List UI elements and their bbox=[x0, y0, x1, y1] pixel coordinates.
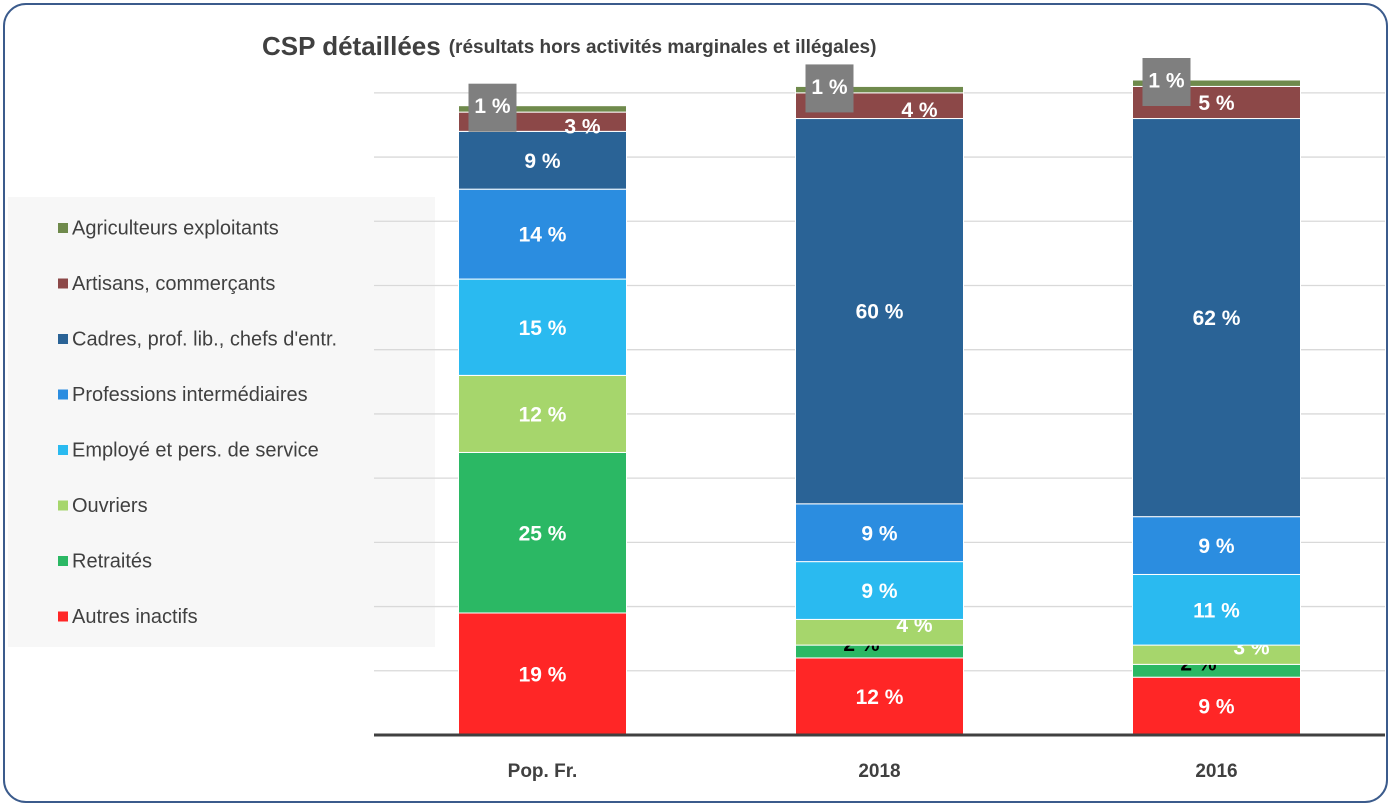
legend-swatch bbox=[58, 278, 68, 289]
legend-swatch bbox=[58, 334, 68, 344]
legend-label: Cadres, prof. lib., chefs d'entr. bbox=[72, 328, 337, 350]
bar-segment bbox=[1132, 644, 1301, 665]
data-label: 19 % bbox=[519, 664, 567, 687]
data-label: 5 % bbox=[1198, 92, 1235, 115]
bar-segment bbox=[458, 278, 627, 376]
bar-segment bbox=[458, 130, 627, 190]
legend-label: Ouvriers bbox=[72, 495, 148, 517]
data-label: 9 % bbox=[861, 522, 898, 545]
bar-segment bbox=[795, 618, 964, 646]
label-box bbox=[1142, 58, 1191, 106]
legend-swatch bbox=[58, 389, 68, 400]
bar-segment bbox=[795, 118, 964, 505]
legend-label: Employé et pers. de service bbox=[72, 439, 319, 461]
data-label: 9 % bbox=[1198, 535, 1235, 558]
bar-segment bbox=[1132, 676, 1301, 736]
bar-segment bbox=[1132, 573, 1301, 646]
data-label: 1 % bbox=[811, 76, 848, 99]
data-label: 1 % bbox=[1148, 70, 1185, 93]
chart-title: CSP détaillées bbox=[262, 31, 441, 61]
bar-segment bbox=[1132, 516, 1301, 575]
data-label: 12 % bbox=[519, 403, 567, 426]
bar-segment bbox=[1132, 118, 1301, 518]
data-label: 60 % bbox=[856, 301, 904, 324]
data-label: 25 % bbox=[519, 522, 567, 545]
data-label: 1 % bbox=[474, 95, 511, 118]
x-tick-label: 2018 bbox=[858, 761, 900, 782]
bar-segment bbox=[458, 374, 627, 453]
bar-segment bbox=[458, 105, 627, 113]
legend-label: Agriculteurs exploitants bbox=[72, 217, 279, 239]
bar-segment bbox=[795, 561, 964, 620]
legend-label: Professions intermédiaires bbox=[72, 384, 308, 406]
legend-swatch bbox=[58, 500, 68, 511]
data-label: 12 % bbox=[856, 686, 904, 709]
legend-label: Autres inactifs bbox=[72, 606, 198, 628]
data-label: 9 % bbox=[1198, 696, 1235, 719]
data-label: 9 % bbox=[861, 580, 898, 603]
legend-label: Retraités bbox=[72, 550, 152, 572]
data-label: 9 % bbox=[524, 150, 561, 173]
chart-subtitle: (résultats hors activités marginales et … bbox=[449, 37, 877, 58]
bar-segment bbox=[458, 188, 627, 280]
bar-segment bbox=[795, 85, 964, 94]
x-tick-label: Pop. Fr. bbox=[508, 761, 578, 782]
bar-segment bbox=[1132, 79, 1301, 87]
bar-segment bbox=[458, 451, 627, 614]
legend-swatch bbox=[58, 445, 68, 455]
data-label: 15 % bbox=[519, 317, 567, 340]
legend-box bbox=[8, 197, 435, 647]
label-box bbox=[805, 64, 854, 113]
data-label: 62 % bbox=[1193, 307, 1241, 330]
chart-title-group: CSP détaillées (résultats hors activités … bbox=[262, 31, 876, 61]
legend-label: Artisans, commerçants bbox=[72, 273, 275, 295]
x-tick-label: 2016 bbox=[1195, 761, 1237, 782]
legend-swatch bbox=[58, 556, 68, 566]
data-label: 3 % bbox=[564, 115, 601, 138]
data-label: 14 % bbox=[519, 224, 567, 247]
legend-swatch bbox=[58, 223, 68, 233]
data-label: 11 % bbox=[1193, 599, 1240, 622]
label-box bbox=[468, 83, 517, 132]
data-label: 4 % bbox=[901, 99, 938, 122]
legend-swatch bbox=[58, 611, 68, 622]
